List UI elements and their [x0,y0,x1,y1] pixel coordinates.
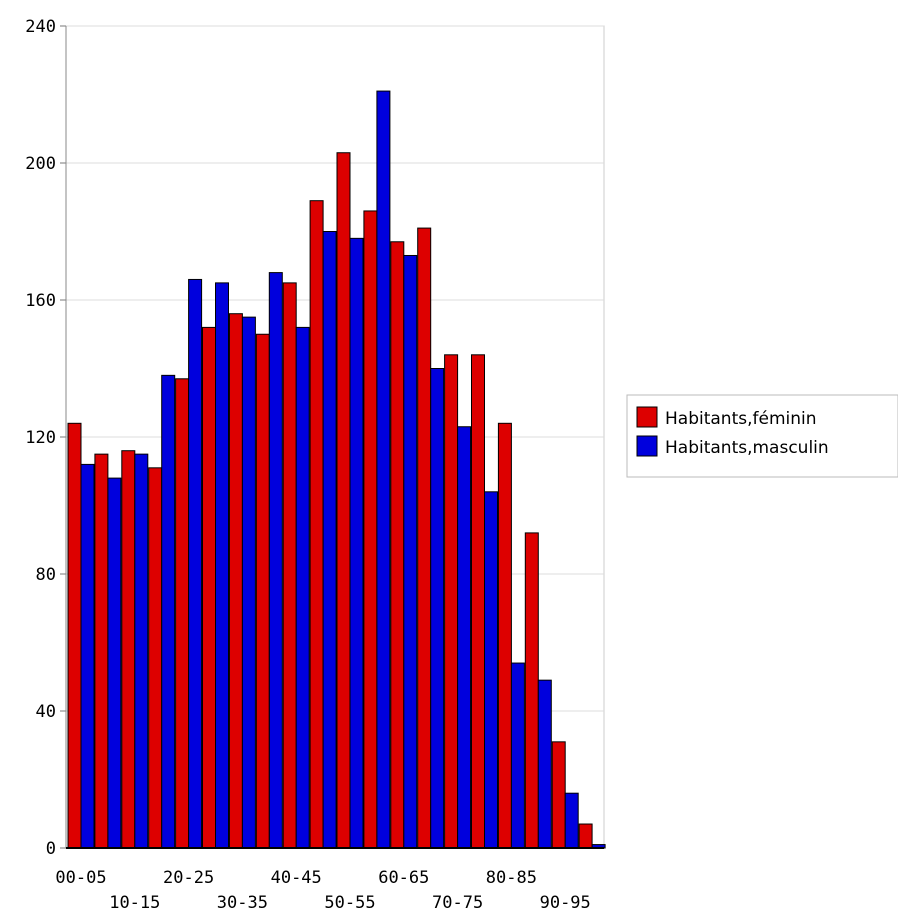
bar-feminin-95-100 [578,823,593,849]
bar-feminin-25-30 [202,326,216,849]
bar-masculin-55-60 [376,90,391,849]
x-tick-label: 20-25 [163,868,214,888]
legend-label-feminin: Habitants,féminin [665,409,817,429]
bar-feminin-35-40 [255,333,270,849]
y-tick-label: 120 [25,428,56,448]
x-tick-label: 80-85 [486,868,537,888]
x-tick-labels: 00-0510-1520-2530-3540-4550-5560-6570-75… [55,868,590,913]
y-tick-label: 40 [36,702,56,722]
bar-feminin-70-75 [444,354,459,849]
bar-feminin-40-45 [282,282,297,849]
y-tick-label: 160 [25,291,56,311]
legend-swatch-feminin [636,406,658,428]
y-tick-label: 240 [25,17,56,37]
y-tick-label: 80 [36,565,56,585]
bar-masculin-80-85 [510,662,525,849]
bars [67,90,606,849]
bar-feminin-10-15 [121,450,136,849]
legend-label-masculin: Habitants,masculin [665,438,829,458]
bar-feminin-90-95 [551,741,566,849]
y-tick-label: 0 [46,839,56,859]
x-tick-label: 50-55 [324,893,375,913]
bar-masculin-25-30 [215,282,229,849]
x-tick-label: 30-35 [217,893,268,913]
bar-feminin-05-10 [94,453,109,849]
axes [60,25,604,849]
bar-feminin-20-25 [175,378,190,849]
bar-masculin-60-65 [403,254,418,849]
bar-feminin-15-20 [148,467,163,849]
bar-masculin-40-45 [295,326,310,849]
x-tick-label: 70-75 [432,893,483,913]
bar-masculin-75-80 [484,491,498,849]
bar-feminin-85-90 [524,532,539,849]
y-tick-label: 200 [25,154,56,174]
legend: Habitants,féminin Habitants,masculin [626,394,898,478]
bar-feminin-50-55 [336,152,351,849]
bar-masculin-20-25 [188,278,203,849]
bar-masculin-45-50 [322,231,337,849]
bar-feminin-00-05 [67,422,82,849]
bar-masculin-30-35 [241,316,256,849]
x-tick-label: 10-15 [109,893,160,913]
y-tick-labels: 0 40 80 120 160 200 240 [25,17,56,859]
bar-masculin-00-05 [80,463,95,849]
legend-box [626,394,898,478]
bar-masculin-10-15 [134,453,149,849]
bar-masculin-90-95 [564,792,579,849]
bar-feminin-55-60 [363,210,378,849]
bar-masculin-35-40 [268,272,283,849]
bar-feminin-80-85 [497,422,512,849]
x-tick-label: 40-45 [271,868,322,888]
bar-feminin-45-50 [309,200,324,849]
x-tick-label: 00-05 [55,868,106,888]
bar-masculin-15-20 [161,374,176,849]
bar-feminin-60-65 [390,241,405,849]
x-tick-label: 60-65 [378,868,429,888]
bar-feminin-30-35 [228,313,243,849]
legend-swatch-masculin [636,435,658,457]
bar-masculin-05-10 [107,477,122,849]
bar-masculin-65-70 [430,368,445,849]
x-tick-label: 90-95 [540,893,591,913]
bar-feminin-75-80 [471,354,485,849]
bar-masculin-85-90 [537,679,552,849]
bar-feminin-65-70 [417,227,432,849]
bar-masculin-70-75 [457,426,472,849]
bar-masculin-50-55 [349,237,364,849]
